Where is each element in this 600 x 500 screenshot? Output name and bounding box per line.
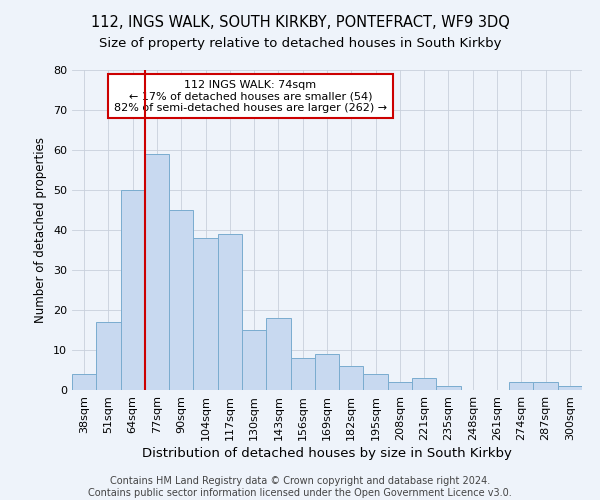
Bar xyxy=(145,154,169,390)
Bar xyxy=(388,382,412,390)
X-axis label: Distribution of detached houses by size in South Kirkby: Distribution of detached houses by size … xyxy=(142,447,512,460)
Y-axis label: Number of detached properties: Number of detached properties xyxy=(34,137,47,323)
Bar xyxy=(558,386,582,390)
Bar xyxy=(72,374,96,390)
Bar xyxy=(339,366,364,390)
Bar xyxy=(218,234,242,390)
Bar xyxy=(290,358,315,390)
Bar xyxy=(266,318,290,390)
Text: Size of property relative to detached houses in South Kirkby: Size of property relative to detached ho… xyxy=(99,38,501,51)
Bar xyxy=(121,190,145,390)
Bar xyxy=(315,354,339,390)
Bar xyxy=(169,210,193,390)
Bar xyxy=(412,378,436,390)
Text: Contains HM Land Registry data © Crown copyright and database right 2024.
Contai: Contains HM Land Registry data © Crown c… xyxy=(88,476,512,498)
Bar xyxy=(533,382,558,390)
Bar xyxy=(96,322,121,390)
Bar xyxy=(242,330,266,390)
Bar xyxy=(509,382,533,390)
Text: 112 INGS WALK: 74sqm
← 17% of detached houses are smaller (54)
82% of semi-detac: 112 INGS WALK: 74sqm ← 17% of detached h… xyxy=(114,80,387,113)
Bar xyxy=(436,386,461,390)
Text: 112, INGS WALK, SOUTH KIRKBY, PONTEFRACT, WF9 3DQ: 112, INGS WALK, SOUTH KIRKBY, PONTEFRACT… xyxy=(91,15,509,30)
Bar xyxy=(193,238,218,390)
Bar xyxy=(364,374,388,390)
